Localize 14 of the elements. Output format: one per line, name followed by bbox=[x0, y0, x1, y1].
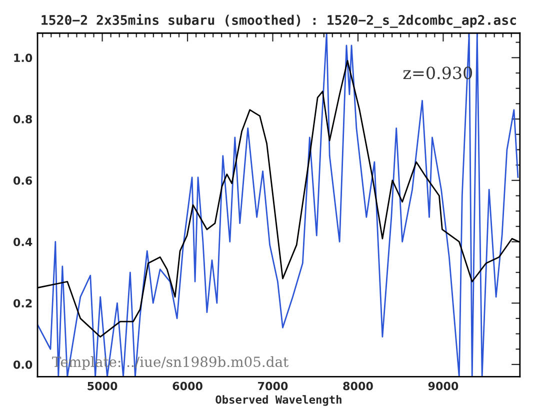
y-tick-label: 0.0 bbox=[14, 360, 32, 369]
y-tick-label: 1.0 bbox=[14, 54, 32, 62]
line-series bbox=[38, 33, 519, 377]
x-tick-label: 7000 bbox=[258, 382, 288, 390]
x-tick-label: 8000 bbox=[343, 382, 373, 390]
y-tick-label: 0.8 bbox=[14, 115, 32, 124]
x-tick-label: 6000 bbox=[172, 382, 202, 390]
x-tick-label: 9000 bbox=[428, 382, 458, 390]
chart-title: 1520−2 2x35mins subaru (smoothed) : 1520−2_s_2dcombc_ap2.asc bbox=[42, 14, 516, 28]
x-axis-title: Observed Wavelength bbox=[216, 395, 342, 406]
x-tick-label: 5000 bbox=[88, 382, 118, 390]
y-tick-label: 0.2 bbox=[14, 299, 32, 308]
y-tick-label: 0.4 bbox=[14, 238, 32, 246]
y-tick-label: 0.6 bbox=[14, 176, 32, 185]
